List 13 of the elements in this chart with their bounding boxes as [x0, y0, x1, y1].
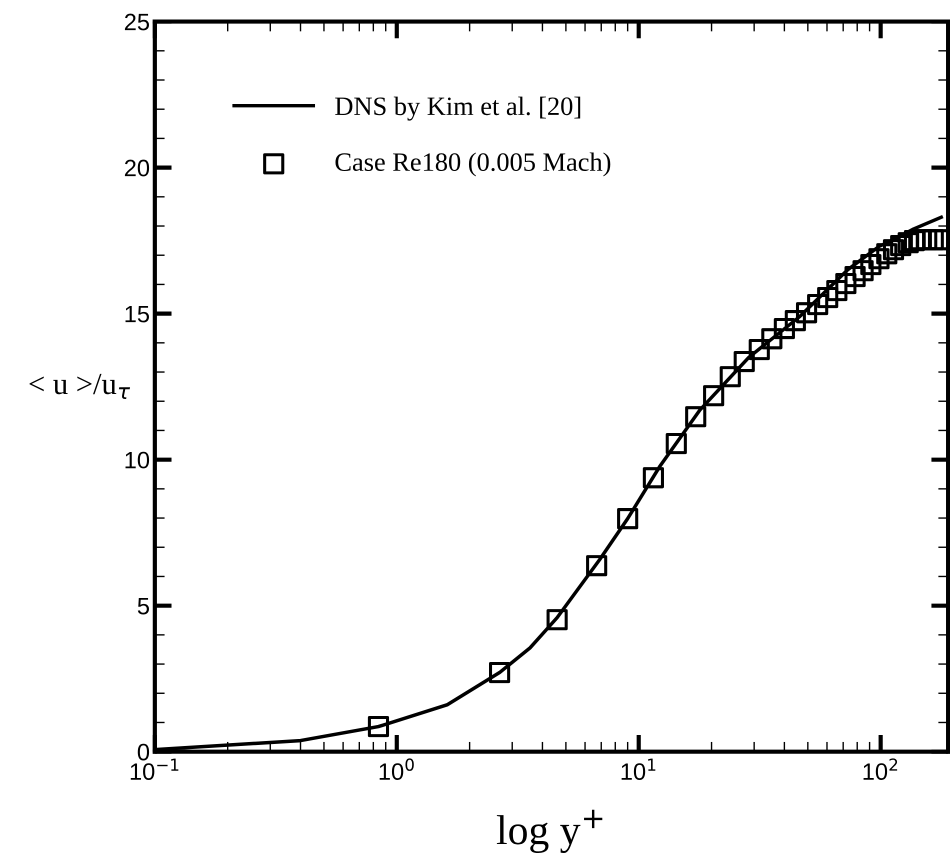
y-tick-label: 10 — [126, 452, 150, 468]
legend-label: DNS by Kim et al. [20] — [335, 96, 580, 121]
x-tick-label: 10$^{1}$ — [622, 758, 656, 780]
legend-label: Case Re180 (0.005 Mach) — [335, 152, 610, 176]
x-tick-label: 10$^{0}$ — [380, 758, 414, 780]
y-tick-label: 20 — [124, 160, 150, 176]
y-tick-label: 0 — [138, 744, 150, 760]
y-tick-label: 25 — [124, 14, 149, 30]
y-axis-title: < u >/u$_{τ}$ — [30, 374, 130, 399]
x-axis-title: log y$^{+}$ — [496, 810, 602, 854]
y-tick-label: 15 — [126, 306, 149, 322]
x-tick-label: 10$^{2}$ — [864, 758, 898, 780]
y-tick-label: 5 — [138, 598, 149, 614]
